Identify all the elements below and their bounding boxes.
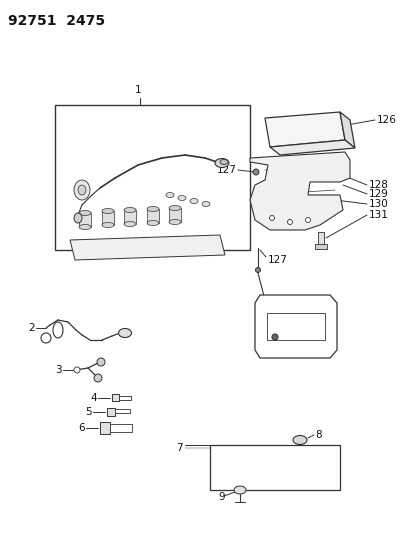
Circle shape <box>271 334 277 340</box>
Bar <box>100 422 110 434</box>
Text: 6: 6 <box>78 423 84 433</box>
Polygon shape <box>264 112 344 147</box>
Text: 9: 9 <box>218 492 224 502</box>
Bar <box>124 210 136 224</box>
Ellipse shape <box>124 207 136 213</box>
Ellipse shape <box>190 198 197 204</box>
Bar <box>107 408 115 416</box>
Ellipse shape <box>147 221 159 225</box>
Bar <box>110 424 132 432</box>
Text: 129: 129 <box>368 189 388 199</box>
Ellipse shape <box>124 222 136 227</box>
Text: 92751  2475: 92751 2475 <box>8 14 105 28</box>
Text: 8: 8 <box>314 430 321 440</box>
Polygon shape <box>254 295 336 358</box>
Polygon shape <box>269 140 354 155</box>
Bar <box>119 396 131 400</box>
Text: 131: 131 <box>368 210 388 220</box>
Text: 126: 126 <box>376 115 396 125</box>
Bar <box>102 211 114 225</box>
Text: 1: 1 <box>134 85 141 95</box>
Polygon shape <box>249 152 349 230</box>
Text: 127: 127 <box>267 255 287 265</box>
Ellipse shape <box>292 435 306 445</box>
Bar <box>314 244 326 249</box>
Circle shape <box>305 217 310 222</box>
Text: 2: 2 <box>28 323 35 333</box>
Ellipse shape <box>166 192 173 198</box>
Circle shape <box>94 374 102 382</box>
Ellipse shape <box>102 208 114 214</box>
Ellipse shape <box>233 486 245 494</box>
Circle shape <box>269 215 274 221</box>
Circle shape <box>287 220 292 224</box>
Ellipse shape <box>79 211 91 215</box>
Ellipse shape <box>79 224 91 230</box>
Bar <box>112 394 119 401</box>
Circle shape <box>41 333 51 343</box>
Polygon shape <box>70 235 224 260</box>
Text: 7: 7 <box>176 443 183 453</box>
Ellipse shape <box>214 158 228 167</box>
Bar <box>317 232 323 246</box>
Circle shape <box>97 358 105 366</box>
Bar <box>266 313 324 340</box>
Ellipse shape <box>74 213 82 223</box>
Ellipse shape <box>202 201 209 206</box>
Text: 5: 5 <box>85 407 91 417</box>
Ellipse shape <box>147 206 159 212</box>
Ellipse shape <box>219 159 228 165</box>
Text: 128: 128 <box>368 180 388 190</box>
Ellipse shape <box>102 222 114 228</box>
Bar <box>147 209 159 223</box>
Bar <box>115 409 130 413</box>
Bar <box>169 208 180 222</box>
Bar <box>79 213 91 227</box>
Text: 4: 4 <box>90 393 96 403</box>
Ellipse shape <box>169 220 180 224</box>
Ellipse shape <box>178 196 185 200</box>
Bar <box>209 445 339 490</box>
Ellipse shape <box>78 185 86 195</box>
Text: 130: 130 <box>368 199 388 209</box>
Ellipse shape <box>118 328 131 337</box>
Text: 3: 3 <box>55 365 62 375</box>
Text: 127: 127 <box>216 165 236 175</box>
Bar <box>55 105 249 250</box>
Circle shape <box>252 169 259 175</box>
Circle shape <box>255 268 260 272</box>
Polygon shape <box>339 112 354 148</box>
Ellipse shape <box>74 180 90 200</box>
Circle shape <box>74 367 80 373</box>
Ellipse shape <box>169 206 180 211</box>
